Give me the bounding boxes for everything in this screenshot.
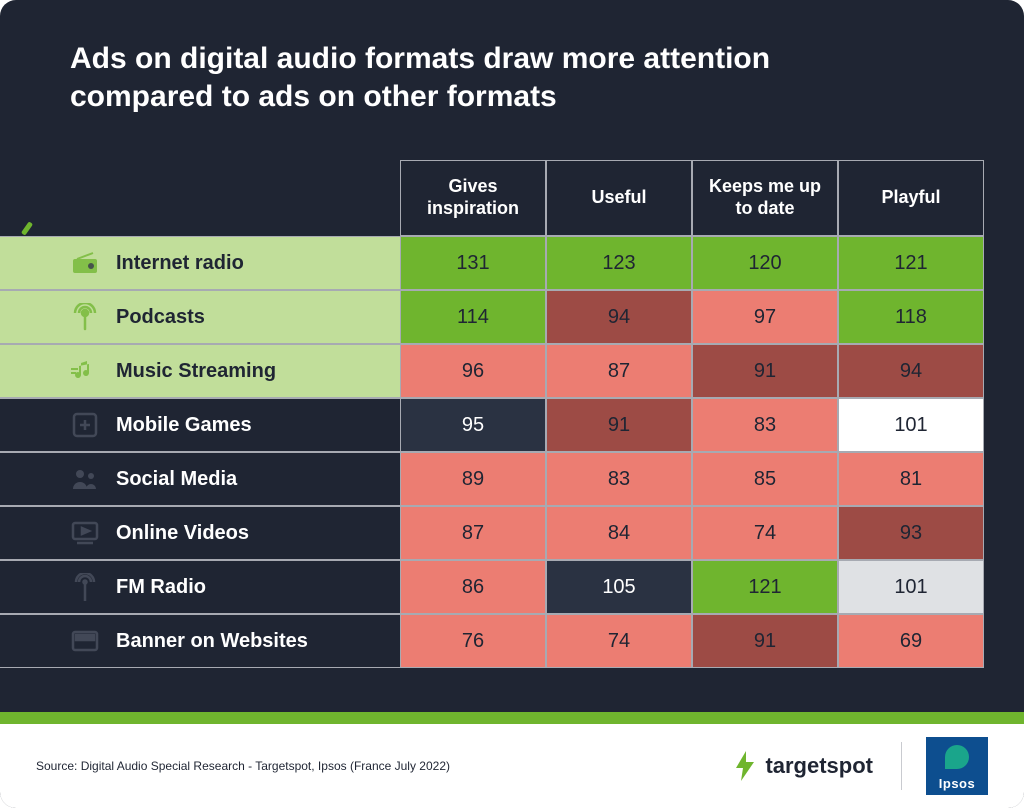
value-cell: 121	[838, 236, 984, 290]
value-cell: 131	[400, 236, 546, 290]
footer-accent-bar	[0, 712, 1024, 724]
footer: Source: Digital Audio Special Research -…	[0, 724, 1024, 808]
value-cell: 85	[692, 452, 838, 506]
banner-icon	[70, 626, 100, 656]
value-cell: 83	[692, 398, 838, 452]
row-label: Banner on Websites	[0, 614, 400, 668]
row-label: Podcasts	[0, 290, 400, 344]
value-cell: 118	[838, 290, 984, 344]
value-cell: 114	[400, 290, 546, 344]
heatmap-table: Gives inspirationUsefulKeeps me up to da…	[0, 160, 984, 668]
row-label: Social Media	[0, 452, 400, 506]
value-cell: 120	[692, 236, 838, 290]
value-cell: 74	[546, 614, 692, 668]
value-cell: 95	[400, 398, 546, 452]
value-cell: 81	[838, 452, 984, 506]
row-label: Mobile Games	[0, 398, 400, 452]
column-header: Useful	[546, 160, 692, 236]
value-cell: 69	[838, 614, 984, 668]
row-label-text: Mobile Games	[116, 414, 252, 437]
ipsos-label: Ipsos	[939, 776, 975, 791]
value-cell: 74	[692, 506, 838, 560]
value-cell: 84	[546, 506, 692, 560]
row-label-text: FM Radio	[116, 576, 206, 599]
table-row: Internet radio 131123120121	[0, 236, 984, 290]
game-icon	[70, 410, 100, 440]
table-row: Banner on Websites 76749169	[0, 614, 984, 668]
value-cell: 96	[400, 344, 546, 398]
value-cell: 101	[838, 560, 984, 614]
table-row: Music Streaming 96879194	[0, 344, 984, 398]
row-label-text: Banner on Websites	[116, 630, 308, 653]
row-label-text: Online Videos	[116, 522, 249, 545]
bolt-icon	[733, 751, 757, 781]
row-label-text: Internet radio	[116, 252, 244, 275]
value-cell: 123	[546, 236, 692, 290]
column-header: Gives inspiration	[400, 160, 546, 236]
targetspot-label: targetspot	[765, 753, 873, 779]
value-cell: 83	[546, 452, 692, 506]
fm-icon	[70, 572, 100, 602]
value-cell: 121	[692, 560, 838, 614]
value-cell: 76	[400, 614, 546, 668]
value-cell: 97	[692, 290, 838, 344]
infographic-card: Ads on digital audio formats draw more a…	[0, 0, 1024, 808]
value-cell: 94	[546, 290, 692, 344]
radio-icon	[70, 248, 100, 278]
podcast-icon	[70, 302, 100, 332]
table-row: FM Radio 86105121101	[0, 560, 984, 614]
column-header: Playful	[838, 160, 984, 236]
ipsos-logo: Ipsos	[926, 737, 988, 795]
value-cell: 101	[838, 398, 984, 452]
value-cell: 93	[838, 506, 984, 560]
row-label: FM Radio	[0, 560, 400, 614]
footer-divider	[901, 742, 902, 790]
value-cell: 94	[838, 344, 984, 398]
row-label: Music Streaming	[0, 344, 400, 398]
table-row: Social Media 89838581	[0, 452, 984, 506]
video-icon	[70, 518, 100, 548]
page-title: Ads on digital audio formats draw more a…	[0, 0, 860, 141]
source-text: Source: Digital Audio Special Research -…	[36, 759, 733, 773]
table-row: Mobile Games 959183101	[0, 398, 984, 452]
row-label: Online Videos	[0, 506, 400, 560]
value-cell: 86	[400, 560, 546, 614]
row-label-text: Podcasts	[116, 306, 205, 329]
value-cell: 89	[400, 452, 546, 506]
value-cell: 87	[400, 506, 546, 560]
social-icon	[70, 464, 100, 494]
value-cell: 91	[692, 614, 838, 668]
table-header-row: Gives inspirationUsefulKeeps me up to da…	[0, 160, 984, 236]
value-cell: 105	[546, 560, 692, 614]
targetspot-logo: targetspot	[733, 751, 873, 781]
table-row: Online Videos 87847493	[0, 506, 984, 560]
value-cell: 91	[546, 398, 692, 452]
table-row: Podcasts 1149497118	[0, 290, 984, 344]
row-label: Internet radio	[0, 236, 400, 290]
row-label-text: Music Streaming	[116, 360, 276, 383]
column-header: Keeps me up to date	[692, 160, 838, 236]
value-cell: 87	[546, 344, 692, 398]
row-label-text: Social Media	[116, 468, 237, 491]
music-icon	[70, 356, 100, 386]
value-cell: 91	[692, 344, 838, 398]
